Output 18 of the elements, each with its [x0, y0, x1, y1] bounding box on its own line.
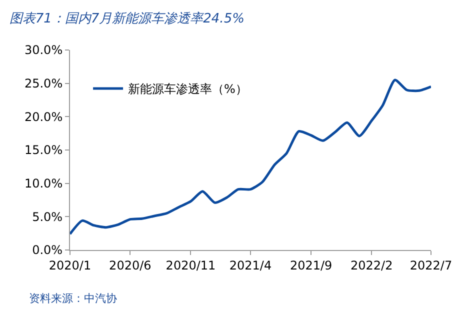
x-tick-label: 2021/9: [290, 258, 332, 272]
x-tick-label: 2021/4: [229, 258, 272, 272]
chart-title: 图表71：国内7月新能源车渗透率24.5%: [9, 10, 244, 26]
x-tick-label: 2022/7: [410, 258, 452, 272]
x-tick-label: 2020/6: [109, 258, 152, 272]
line-series: [70, 78, 431, 236]
x-tick-label: 2020/1: [48, 258, 92, 272]
x-tick-label: 2022/2: [350, 258, 393, 272]
y-tick-label: 5.0%: [32, 210, 63, 224]
y-tick-label: 25.0%: [24, 76, 63, 91]
y-tick-label: 10.0%: [24, 176, 63, 191]
y-tick-label: 0.0%: [32, 243, 63, 258]
x-tick-label: 2020/11: [166, 258, 216, 272]
text: 资料来源：中汽协: [29, 292, 117, 305]
y-tick-label: 15.0%: [24, 143, 63, 158]
legend-label: 新能源车渗透率（%）: [128, 82, 248, 96]
y-tick-label: 30.0%: [24, 43, 63, 58]
y-tick-label: 20.0%: [24, 110, 63, 124]
